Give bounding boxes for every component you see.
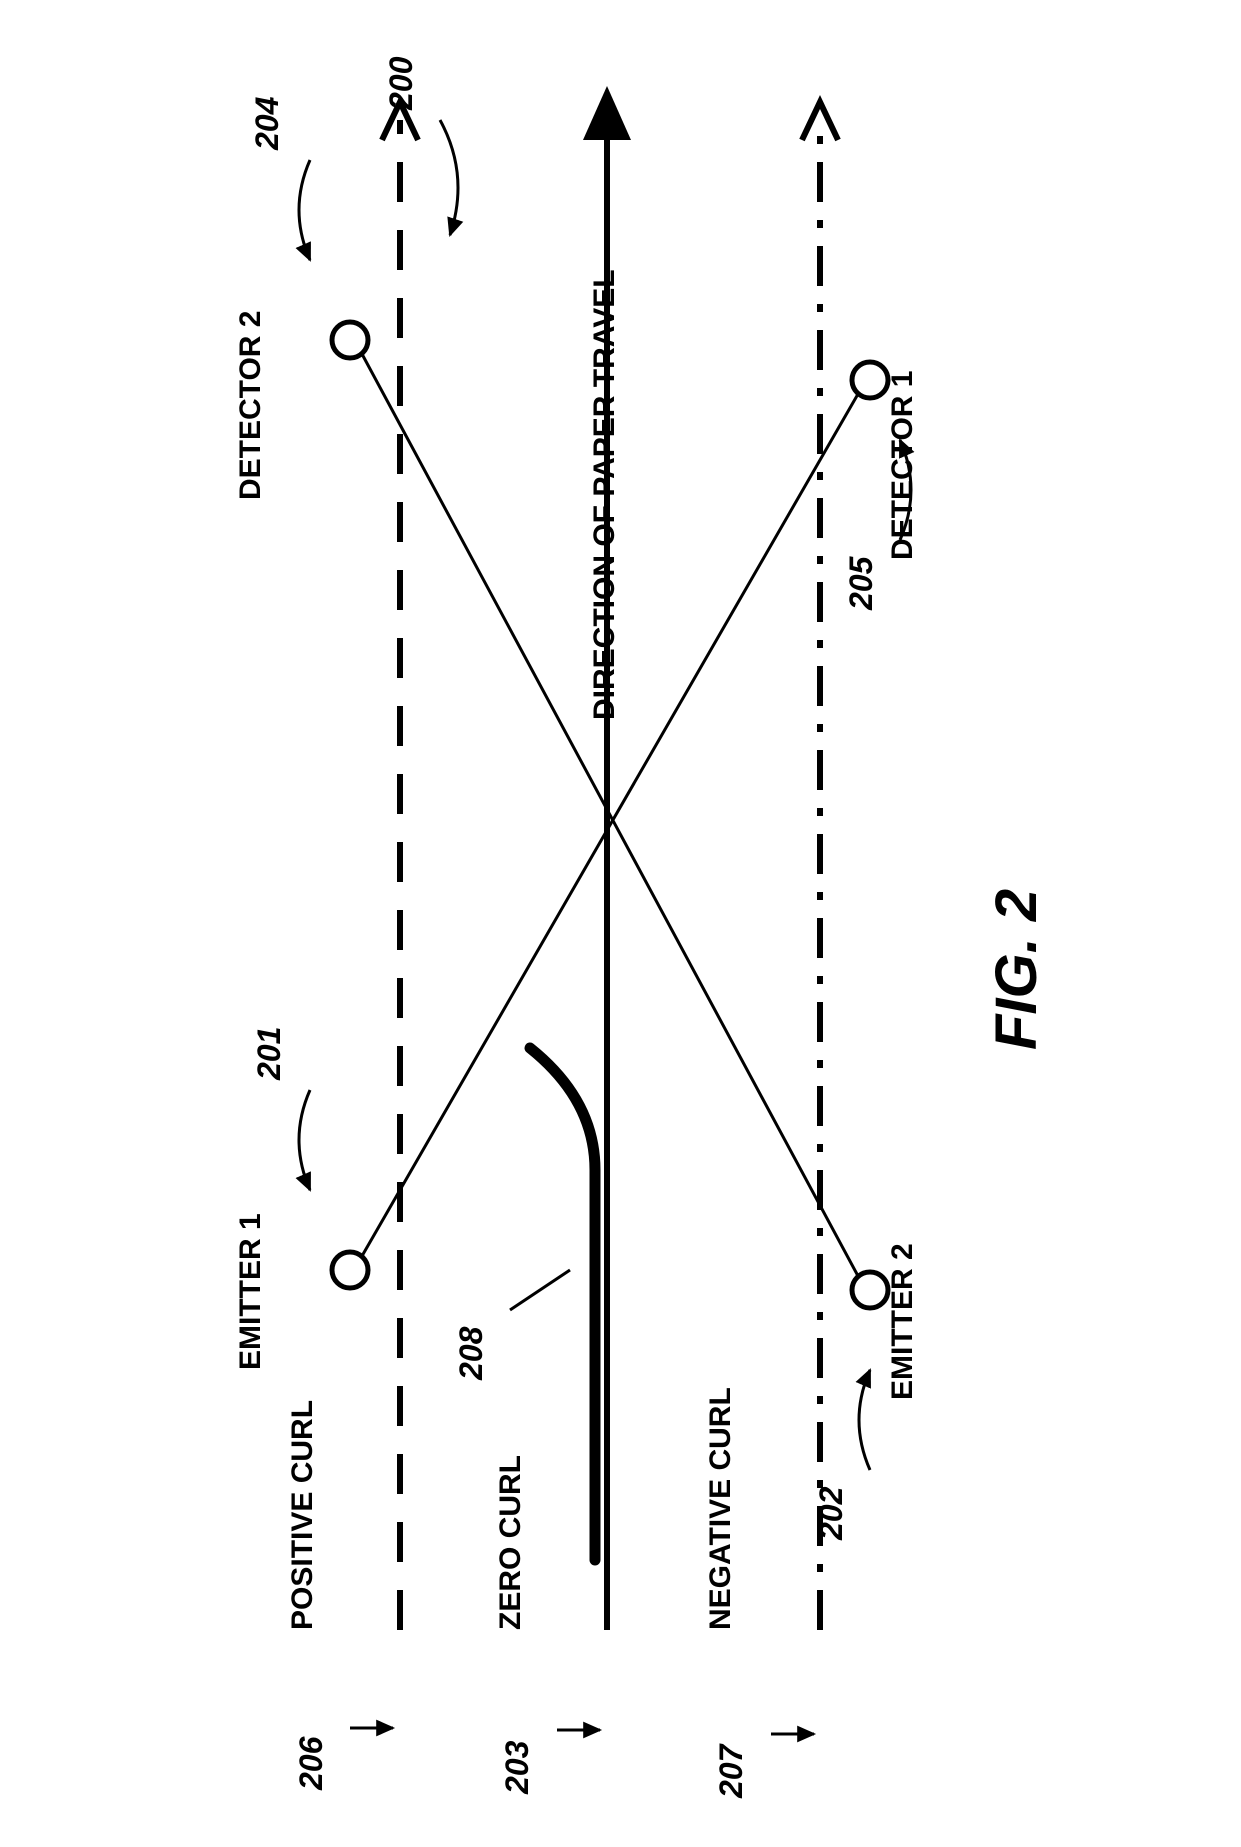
ref-200: 200 <box>383 57 420 110</box>
negative-curl-label: NEGATIVE CURL <box>704 1387 738 1630</box>
ref-208: 208 <box>453 1327 490 1380</box>
ref-202: 202 <box>813 1487 850 1540</box>
curl-sensor-diagram: POSITIVE CURL ZERO CURL NEGATIVE CURL DI… <box>0 0 1241 1847</box>
figure-title: FIG. 2 <box>983 889 1050 1050</box>
positive-curl-label: POSITIVE CURL <box>286 1400 320 1630</box>
ref-201-pointer <box>299 1090 310 1190</box>
emitter2-node <box>852 1272 888 1308</box>
detector2-node <box>332 322 368 358</box>
ref-200-pointer <box>440 120 458 235</box>
detector1-label: DETECTOR 1 <box>886 371 920 560</box>
ref-202-pointer <box>859 1370 870 1470</box>
ref-206: 206 <box>293 1737 330 1790</box>
ref-203: 203 <box>499 1741 536 1794</box>
emitter2-label: EMITTER 2 <box>886 1243 920 1400</box>
ref-204-pointer <box>299 160 310 260</box>
paper-curl <box>530 1048 595 1560</box>
ref-205: 205 <box>843 557 880 610</box>
detector1-node <box>852 362 888 398</box>
ref-207: 207 <box>713 1745 750 1798</box>
detector2-label: DETECTOR 2 <box>234 311 268 500</box>
ref-201: 201 <box>251 1027 288 1080</box>
direction-label: DIRECTION OF PAPER TRAVEL <box>588 269 622 720</box>
ref-204: 204 <box>249 97 286 150</box>
emitter1-label: EMITTER 1 <box>234 1213 268 1370</box>
zero-curl-label: ZERO CURL <box>494 1455 528 1630</box>
emitter1-node <box>332 1252 368 1288</box>
ref-208-pointer <box>510 1270 570 1310</box>
